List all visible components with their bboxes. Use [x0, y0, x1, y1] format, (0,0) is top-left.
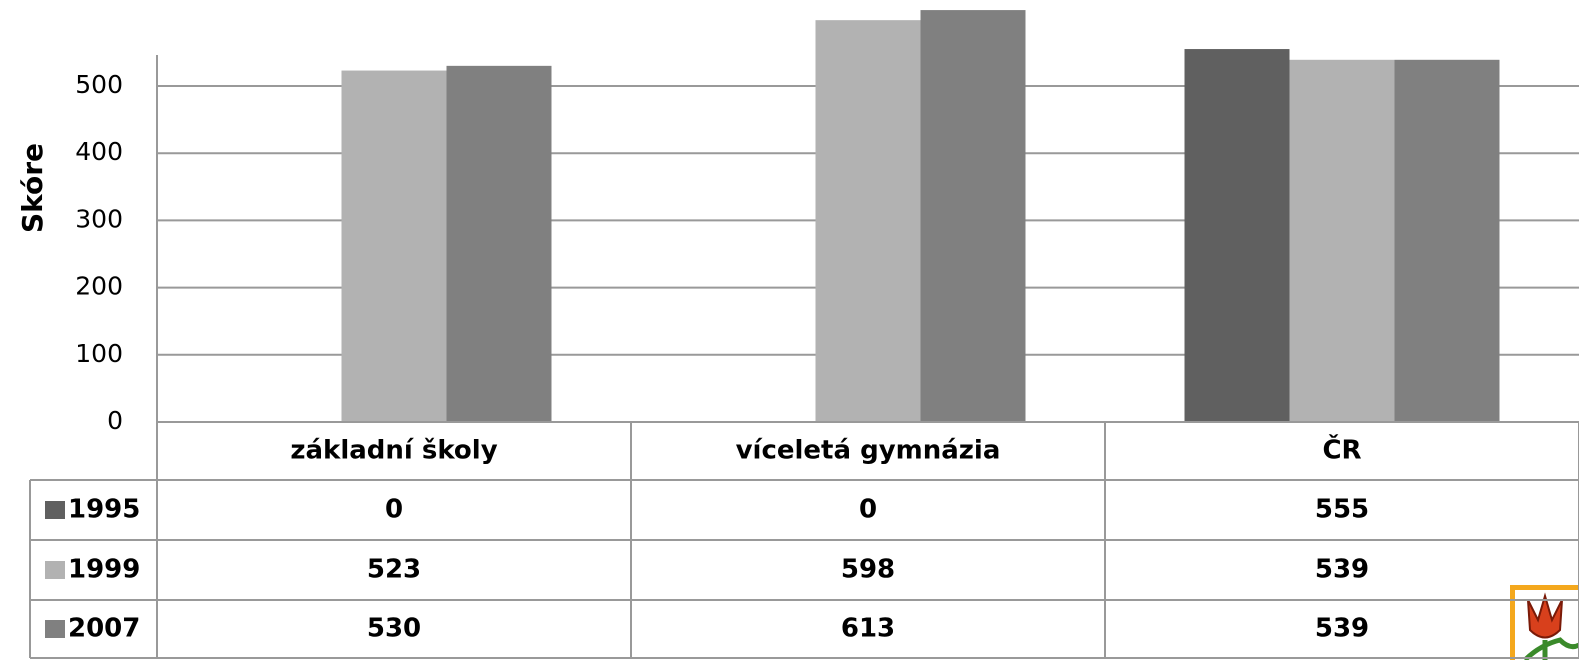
legend-label: 2007	[68, 614, 140, 644]
y-axis-label: Skóre	[16, 143, 49, 233]
y-tick-label: 0	[107, 406, 123, 435]
bar	[815, 20, 921, 422]
bar	[341, 70, 447, 423]
table-value: 598	[841, 555, 895, 585]
legend-label: 1999	[68, 555, 140, 585]
x-tick-label: základní školy	[290, 436, 497, 466]
bar	[1394, 59, 1500, 423]
y-tick-label: 100	[75, 339, 123, 368]
legend-swatch	[45, 620, 65, 638]
table-value: 539	[1315, 555, 1369, 585]
table-value: 613	[841, 614, 895, 644]
table-value: 0	[859, 495, 877, 525]
table-value: 523	[367, 555, 421, 585]
bar	[446, 65, 552, 422]
bar	[920, 10, 1026, 422]
tulip-logo	[1510, 585, 1579, 660]
bar	[1184, 49, 1290, 423]
bar	[1289, 59, 1395, 423]
table-value: 555	[1315, 495, 1369, 525]
legend-label: 1995	[68, 495, 140, 525]
y-tick-label: 300	[75, 204, 123, 233]
y-tick-label: 500	[75, 70, 123, 99]
legend-swatch	[45, 561, 65, 579]
table-value: 0	[385, 495, 403, 525]
y-tick-label: 400	[75, 137, 123, 166]
table-value: 539	[1315, 614, 1369, 644]
legend-swatch	[45, 501, 65, 519]
y-tick-label: 200	[75, 272, 123, 301]
table-value: 530	[367, 614, 421, 644]
x-tick-label: víceletá gymnázia	[736, 436, 1001, 466]
x-tick-label: ČR	[1322, 434, 1361, 466]
